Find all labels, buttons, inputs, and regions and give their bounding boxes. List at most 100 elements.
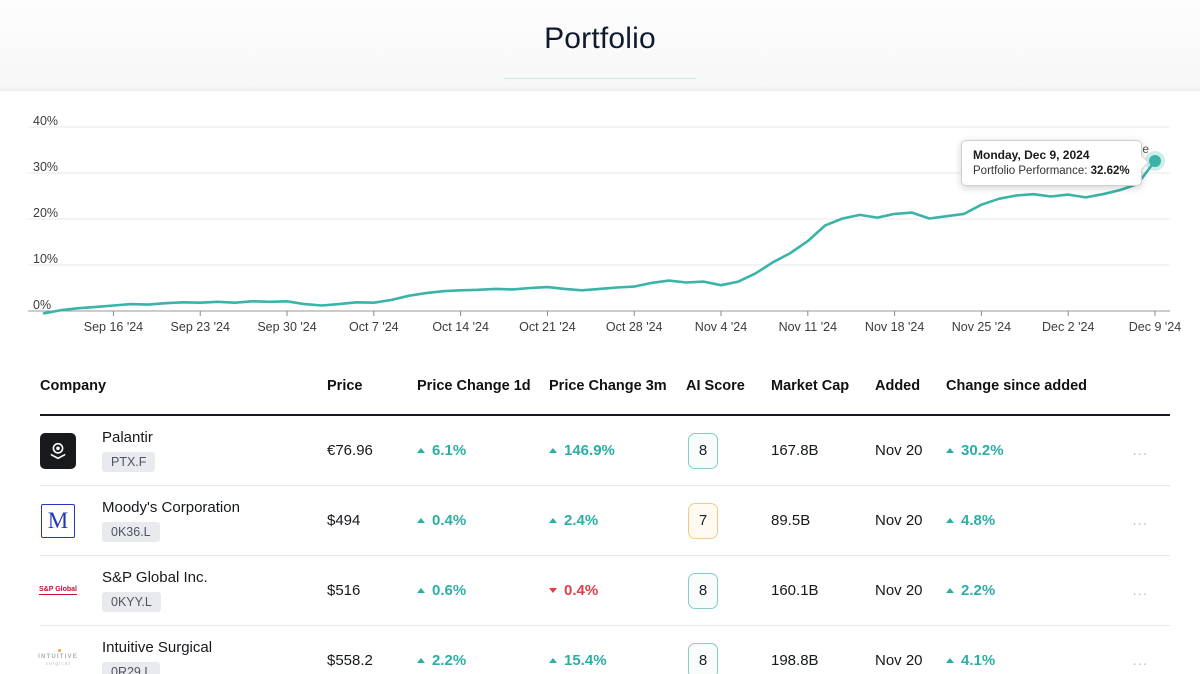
market-cap-cell: 167.8B xyxy=(771,442,819,459)
price-cell: $558.2 xyxy=(327,652,373,669)
change-since-added-cell: 2.2% xyxy=(946,582,1110,599)
price-change-3m-cell: 0.4% xyxy=(549,582,686,599)
company-name[interactable]: Palantir xyxy=(102,429,153,446)
company-cell: Palantir PTX.F xyxy=(40,429,327,472)
y-axis-tick-label: 40% xyxy=(33,114,58,128)
price-change-3m-cell: 15.4% xyxy=(549,652,686,669)
row-menu-button[interactable]: ... xyxy=(1132,512,1148,529)
ticker-badge: PTX.F xyxy=(102,452,156,472)
change-since-added-cell: 30.2% xyxy=(946,442,1110,459)
performance-chart[interactable]: 0% 10% 20% 30% 40% Sep 16 '24 Sep 23 '24 Sep 30… xyxy=(0,91,1200,346)
price-cell: $516 xyxy=(327,582,361,599)
col-header-company: Company xyxy=(40,378,107,394)
price-cell: $494 xyxy=(327,512,361,529)
up-arrow-icon xyxy=(549,658,557,663)
x-axis-tick-label: Nov 18 '24 xyxy=(865,320,924,334)
ticker-badge: 0K36.L xyxy=(102,522,160,542)
up-arrow-icon xyxy=(946,518,954,523)
company-name[interactable]: S&P Global Inc. xyxy=(102,569,208,586)
y-axis-tick-label: 20% xyxy=(33,206,58,220)
price-change-3m-cell: 2.4% xyxy=(549,512,686,529)
ticker-badge: 0R29.L xyxy=(102,662,161,674)
col-header-price-change-1d: Price Change 1d xyxy=(417,378,531,394)
col-header-price: Price xyxy=(327,378,363,394)
up-arrow-icon xyxy=(946,658,954,663)
up-arrow-icon xyxy=(417,658,425,663)
x-axis-tick-label: Sep 30 '24 xyxy=(257,320,316,334)
x-axis-tick-label: Nov 25 '24 xyxy=(952,320,1011,334)
up-arrow-icon xyxy=(946,448,954,453)
up-arrow-icon xyxy=(417,448,425,453)
added-cell: Nov 20 xyxy=(875,512,923,529)
price-change-1d-cell: 0.6% xyxy=(417,582,549,599)
col-header-added: Added xyxy=(875,378,921,394)
change-since-added-cell: 4.1% xyxy=(946,652,1110,669)
page-header: Portfolio xyxy=(0,0,1200,90)
price-change-1d-cell: 6.1% xyxy=(417,442,549,459)
y-axis-tick-label: 10% xyxy=(33,252,58,266)
price-change-1d-cell: 2.2% xyxy=(417,652,549,669)
page-title: Portfolio xyxy=(544,21,656,55)
x-axis-tick-label: Sep 16 '24 xyxy=(84,320,143,334)
tooltip-date: Monday, Dec 9, 2024 xyxy=(973,147,1090,162)
company-cell: INTUITIVE surgical Intuitive Surgical 0R… xyxy=(38,639,327,674)
x-axis-tick-label: Nov 11 '24 xyxy=(779,320,837,334)
palantir-logo xyxy=(40,432,76,469)
palantir-logo-icon xyxy=(50,442,66,459)
intuitive-logo: INTUITIVE surgical xyxy=(38,643,78,674)
table-row[interactable]: Palantir PTX.F €76.96 6.1% 146.9% 8 167.… xyxy=(40,416,1170,486)
col-header-change-since-added: Change since added xyxy=(946,378,1088,394)
portfolio-card: 0% 10% 20% 30% 40% Sep 16 '24 Sep 23 '24 Sep 30… xyxy=(0,90,1200,674)
col-header-ai-score: AI Score xyxy=(686,378,745,394)
price-change-3m-cell: 146.9% xyxy=(549,442,686,459)
moodys-logo-icon: M xyxy=(41,503,75,538)
table-row[interactable]: INTUITIVE surgical Intuitive Surgical 0R… xyxy=(38,626,1170,674)
table-header-row: Company Price Price Change 1d Price Chan… xyxy=(40,378,1170,416)
up-arrow-icon xyxy=(549,448,557,453)
up-arrow-icon xyxy=(549,518,557,523)
moodys-logo: M xyxy=(40,503,76,539)
intuitive-logo-icon: INTUITIVE xyxy=(38,654,78,660)
col-header-price-change-3m: Price Change 3m xyxy=(549,378,667,394)
company-name[interactable]: Moody's Corporation xyxy=(102,499,240,516)
x-axis-tick-label: Dec 2 '24 xyxy=(1042,320,1094,334)
ai-score-badge: 8 xyxy=(688,572,718,609)
market-cap-cell: 198.8B xyxy=(771,652,819,669)
x-axis-tick-label: Oct 21 '24 xyxy=(519,320,576,334)
x-axis-tick-label: Oct 7 '24 xyxy=(349,320,399,334)
tooltip-value-line: Portfolio Performance: 32.62% xyxy=(973,164,1130,177)
x-axis-tick-label: Dec 9 '24 xyxy=(1129,320,1181,334)
x-axis-tick-label: Oct 28 '24 xyxy=(606,320,663,334)
sp-global-logo: S&P Global xyxy=(39,573,77,609)
price-cell: €76.96 xyxy=(327,442,373,459)
table-row[interactable]: S&P Global S&P Global Inc. 0KYY.L $516 0… xyxy=(39,556,1170,626)
ai-score-badge: 7 xyxy=(688,502,718,539)
portfolio-table: Company Price Price Change 1d Price Chan… xyxy=(38,378,1170,674)
market-cap-cell: 160.1B xyxy=(771,582,819,599)
performance-line[interactable] xyxy=(42,159,1157,315)
y-axis-tick-label: 30% xyxy=(33,160,58,174)
title-underline xyxy=(504,77,696,79)
added-cell: Nov 20 xyxy=(875,582,923,599)
ai-score-badge: 8 xyxy=(688,642,718,674)
x-axis-tick-label: Nov 4 '24 xyxy=(695,320,747,334)
company-name[interactable]: Intuitive Surgical xyxy=(102,639,213,656)
price-change-1d-cell: 0.4% xyxy=(417,512,549,529)
up-arrow-icon xyxy=(417,518,425,523)
x-axis-tick-label: Oct 14 '24 xyxy=(432,320,489,334)
row-menu-button[interactable]: ... xyxy=(1132,582,1148,599)
added-cell: Nov 20 xyxy=(875,652,923,669)
market-cap-cell: 89.5B xyxy=(771,512,811,529)
up-arrow-icon xyxy=(417,588,425,593)
down-arrow-icon xyxy=(549,588,557,593)
row-menu-button[interactable]: ... xyxy=(1132,442,1148,459)
col-header-market-cap: Market Cap xyxy=(771,378,850,394)
company-cell: S&P Global S&P Global Inc. 0KYY.L xyxy=(39,569,327,612)
performance-chart-svg: 0% 10% 20% 30% 40% Sep 16 '24 Sep 23 '24 Sep 30… xyxy=(28,114,1181,334)
company-cell: M Moody's Corporation 0K36.L xyxy=(40,499,327,542)
added-cell: Nov 20 xyxy=(875,442,923,459)
table-row[interactable]: M Moody's Corporation 0K36.L $494 0.4% 2… xyxy=(40,486,1170,556)
chart-end-marker[interactable] xyxy=(1149,154,1161,167)
row-menu-button[interactable]: ... xyxy=(1132,652,1148,669)
